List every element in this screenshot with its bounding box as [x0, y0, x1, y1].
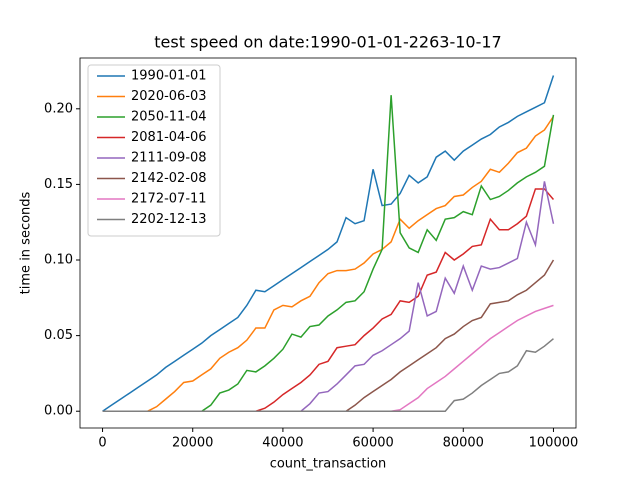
x-tick-label: 100000 [529, 436, 579, 451]
x-tick-label: 40000 [262, 436, 303, 451]
y-tick-label: 0.05 [44, 328, 73, 343]
y-tick-label: 0.15 [44, 177, 73, 192]
legend-label: 2172-07-11 [131, 192, 207, 207]
x-tick-label: 80000 [443, 436, 484, 451]
y-tick-label: 0.10 [44, 253, 73, 268]
legend-label: 1990-01-01 [131, 69, 207, 84]
legend-box [87, 64, 221, 237]
axes-frame [79, 57, 577, 429]
y-tick-label: 0.00 [44, 404, 73, 419]
series-line [102, 115, 555, 412]
legend-label: 2111-09-08 [131, 151, 207, 166]
chart-title: test speed on date:1990-01-01-2263-10-17 [154, 33, 501, 52]
series-line [102, 75, 555, 412]
y-tick-label: 0.20 [44, 101, 73, 116]
legend-label: 2050-11-04 [131, 110, 207, 125]
x-tick-label: 60000 [352, 436, 393, 451]
legend: 1990-01-01 2020-06-03 2050-11-04 2081-04-06… [87, 64, 221, 237]
legend-label: 2142-02-08 [131, 171, 207, 186]
legend-label: 2081-04-06 [131, 130, 207, 145]
legend-label: 2020-06-03 [131, 89, 207, 104]
x-tick-label: 20000 [172, 436, 213, 451]
series-line [102, 338, 554, 412]
y-axis-label: time in seconds [19, 191, 34, 294]
x-tick-label: 0 [98, 436, 106, 451]
legend-label: 2202-12-13 [131, 212, 207, 227]
x-axis-label: count_transaction [270, 457, 387, 472]
